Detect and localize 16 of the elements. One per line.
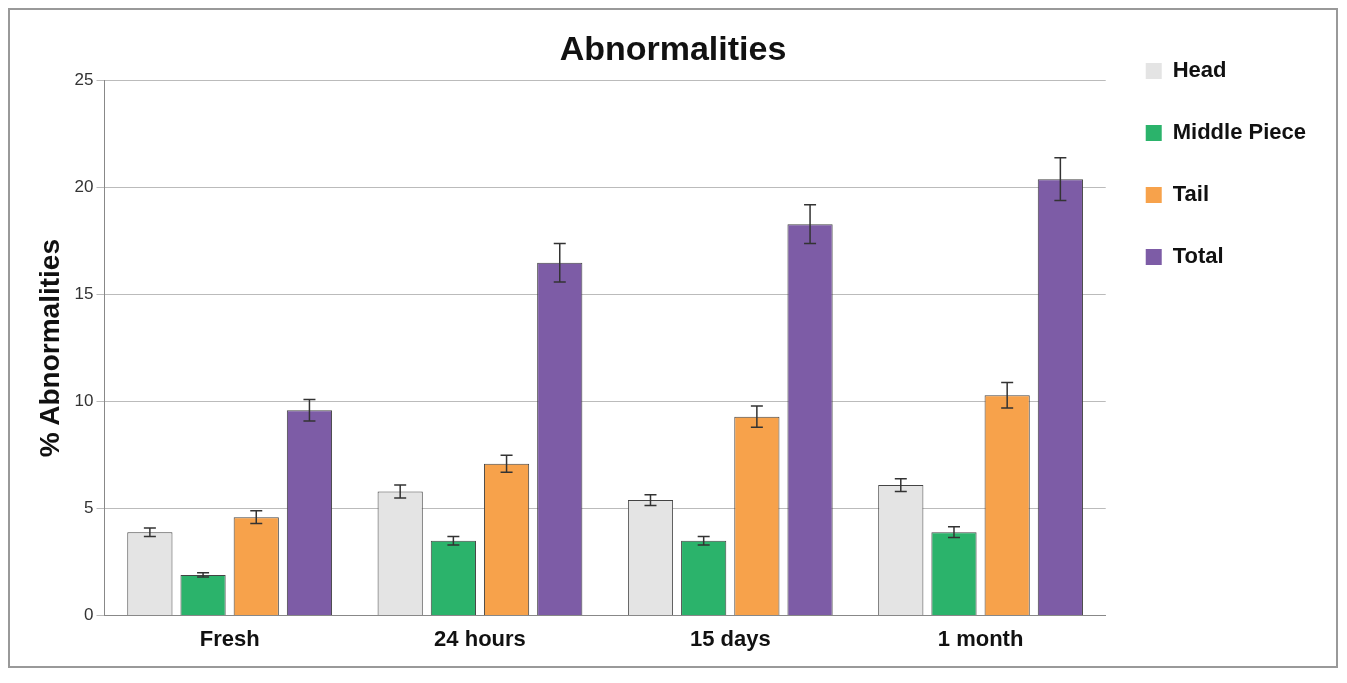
- legend-label: Tail: [1172, 181, 1209, 207]
- x-tick-label: 1 month: [937, 625, 1024, 651]
- y-tick-label: 0: [84, 605, 94, 625]
- x-tick-label: 15 days: [689, 625, 771, 651]
- x-tick-label: 24 hours: [434, 625, 526, 651]
- y-tick-label: 5: [84, 498, 94, 518]
- y-tick-label: 25: [74, 70, 94, 90]
- legend-label: Middle Piece: [1172, 119, 1307, 145]
- y-tick-label: 15: [74, 284, 94, 304]
- y-tick-label: 10: [74, 391, 94, 411]
- y-axis-title: % Abnormalities: [33, 239, 65, 458]
- legend-label: Head: [1172, 57, 1227, 83]
- chart-title: Abnormalities: [559, 28, 787, 67]
- legend-label: Total: [1172, 243, 1224, 269]
- y-tick-label: 20: [74, 177, 94, 197]
- x-tick-label: Fresh: [199, 625, 260, 651]
